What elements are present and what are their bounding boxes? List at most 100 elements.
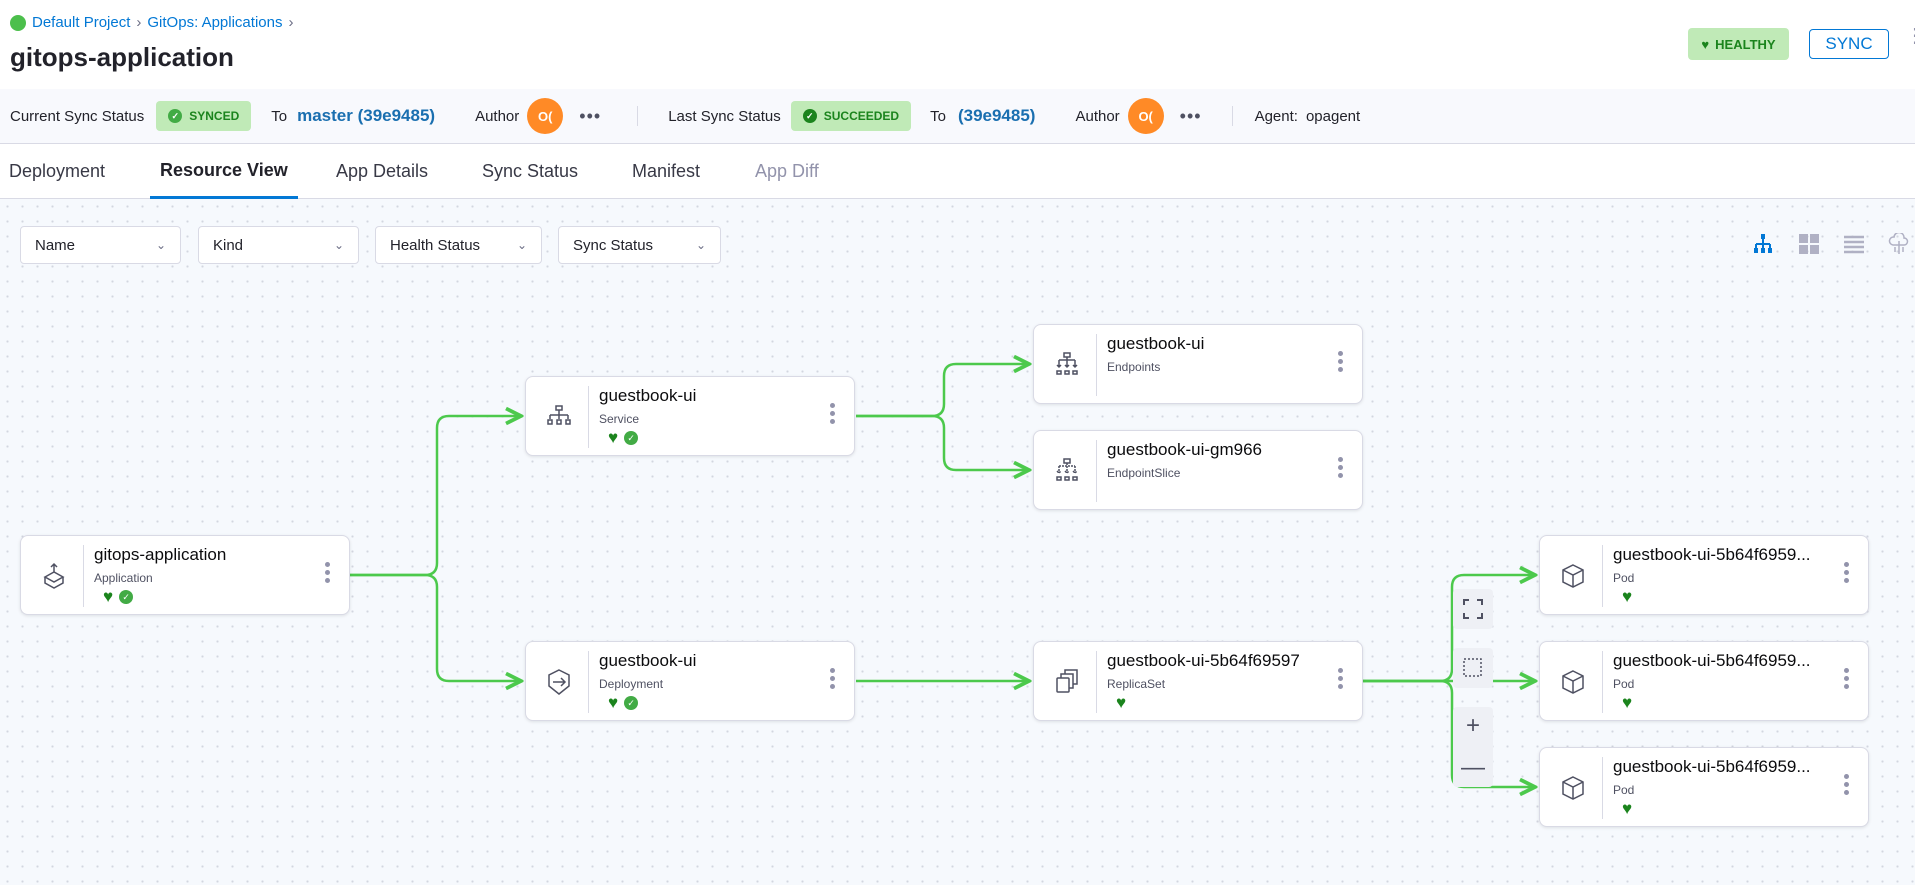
divider [1096, 334, 1097, 396]
fit-view-icon[interactable] [1453, 589, 1493, 629]
pod-icon [1558, 561, 1588, 591]
grid-view-icon[interactable] [1796, 231, 1822, 257]
synced-label: SYNCED [189, 109, 240, 123]
resource-node-pod[interactable]: guestbook-ui-5b64f6959... Pod ♥ [1539, 641, 1869, 721]
filter-label: Kind [213, 236, 244, 254]
edge-app-deployment [349, 573, 521, 681]
author-avatar[interactable]: O( [527, 98, 564, 134]
sync-status-filter[interactable]: Sync Status ⌄ [558, 226, 721, 264]
tab-app-details[interactable]: App Details [336, 161, 429, 181]
more-icon[interactable]: ••• [1179, 105, 1202, 126]
node-menu-icon[interactable] [1338, 668, 1344, 689]
node-kind: ReplicaSet [1107, 677, 1166, 691]
node-menu-icon[interactable] [325, 562, 331, 583]
divider [1096, 440, 1097, 502]
node-menu-icon[interactable] [830, 668, 836, 689]
node-name: gitops-application [94, 545, 227, 564]
node-status: ♥ [1116, 694, 1126, 711]
check-circle-icon: ✓ [802, 109, 817, 123]
filter-label: Sync Status [573, 236, 654, 254]
node-name: guestbook-ui [599, 386, 697, 405]
succeeded-label: SUCCEEDED [823, 109, 900, 123]
tab-resource-view[interactable]: Resource View [150, 144, 298, 199]
author-avatar[interactable]: O( [1127, 98, 1164, 134]
zoom-out-icon[interactable]: — [1461, 754, 1485, 781]
service-icon [544, 402, 574, 432]
heart-icon: ♥ [103, 587, 114, 606]
synced-badge: ✓ SYNCED [156, 101, 252, 131]
check-circle-icon: ✓ [624, 431, 639, 445]
node-name: guestbook-ui [599, 651, 697, 670]
tab-app-diff: App Diff [755, 161, 819, 181]
node-menu-icon[interactable] [1338, 351, 1344, 372]
node-kind: EndpointSlice [1107, 466, 1181, 480]
kind-filter[interactable]: Kind ⌄ [198, 226, 359, 264]
to-label: To [271, 107, 288, 125]
tree-view-icon[interactable] [1750, 231, 1776, 257]
tab-deployment[interactable]: Deployment [9, 161, 106, 181]
page-title: gitops-application [10, 42, 234, 72]
name-filter[interactable]: Name ⌄ [20, 226, 181, 264]
divider [1602, 757, 1603, 819]
agent-value: opagent [1305, 107, 1361, 125]
tab-sync-status[interactable]: Sync Status [482, 161, 579, 181]
node-menu-icon[interactable] [1844, 774, 1850, 795]
health-status-filter[interactable]: Health Status ⌄ [375, 226, 542, 264]
breadcrumb-section[interactable]: GitOps: Applications [147, 14, 283, 31]
node-status: ♥ ✓ [103, 587, 134, 606]
list-view-icon[interactable] [1841, 231, 1867, 257]
select-area-icon[interactable] [1453, 648, 1493, 688]
more-icon[interactable]: ••• [579, 105, 602, 126]
last-revision-link[interactable]: (39e9485) [957, 106, 1036, 125]
edge-service-endpointslice [856, 414, 1029, 470]
divider [588, 651, 589, 713]
node-menu-icon[interactable] [1844, 562, 1850, 583]
heart-icon: ♥ [608, 693, 619, 712]
application-icon [39, 561, 69, 591]
resource-node-pod[interactable]: guestbook-ui-5b64f6959... Pod ♥ [1539, 535, 1869, 615]
divider [637, 106, 639, 126]
more-options-icon[interactable]: ⋮ [1905, 25, 1915, 47]
node-kind: Endpoints [1107, 360, 1161, 374]
node-status: ♥ ✓ [608, 693, 639, 712]
node-status: ♥ ✓ [608, 428, 639, 447]
divider [83, 545, 84, 607]
health-label: HEALTHY [1715, 36, 1776, 52]
cluster-view-icon[interactable] [1886, 231, 1912, 257]
node-menu-icon[interactable] [830, 403, 836, 424]
current-sync-label: Current Sync Status [10, 107, 145, 125]
edge-app-service [349, 416, 521, 577]
divider [1602, 545, 1603, 607]
resource-node-endpointslice[interactable]: guestbook-ui-gm966 EndpointSlice [1033, 430, 1363, 510]
heart-icon: ♥ [1622, 587, 1633, 606]
node-name: guestbook-ui-5b64f69597 [1107, 651, 1300, 670]
health-badge: ♥ HEALTHY [1688, 28, 1789, 60]
node-name: guestbook-ui [1107, 334, 1205, 353]
node-kind: Pod [1613, 677, 1635, 691]
resource-node-endpoints[interactable]: guestbook-ui Endpoints [1033, 324, 1363, 404]
tab-manifest[interactable]: Manifest [632, 161, 701, 181]
author-label: Author [1075, 107, 1120, 125]
project-logo-icon [10, 14, 26, 31]
node-menu-icon[interactable] [1338, 457, 1344, 478]
zoom-in-icon[interactable]: + [1465, 712, 1480, 739]
check-circle-icon: ✓ [119, 590, 134, 604]
author-label: Author [475, 107, 520, 125]
resource-node-pod[interactable]: guestbook-ui-5b64f6959... Pod ♥ [1539, 747, 1869, 827]
current-revision-link[interactable]: master (39e9485) [297, 106, 436, 125]
resource-node-deployment[interactable]: guestbook-ui Deployment ♥ ✓ [525, 641, 855, 721]
resource-node-application[interactable]: gitops-application Application ♥ ✓ [20, 535, 350, 615]
chevron-down-icon: ⌄ [516, 238, 527, 252]
resource-node-service[interactable]: guestbook-ui Service ♥ ✓ [525, 376, 855, 456]
breadcrumb-project[interactable]: Default Project [32, 14, 131, 31]
node-menu-icon[interactable] [1844, 668, 1850, 689]
heart-icon: ♥ [608, 428, 619, 447]
node-status: ♥ [1622, 800, 1632, 817]
succeeded-badge: ✓ SUCCEEDED [790, 101, 912, 131]
pod-icon [1558, 667, 1588, 697]
resource-node-replicaset[interactable]: guestbook-ui-5b64f69597 ReplicaSet ♥ [1033, 641, 1363, 721]
sync-button[interactable]: SYNC [1809, 29, 1889, 59]
node-kind: Service [599, 412, 640, 426]
last-sync-label: Last Sync Status [668, 107, 781, 125]
replicaset-icon [1052, 667, 1082, 697]
